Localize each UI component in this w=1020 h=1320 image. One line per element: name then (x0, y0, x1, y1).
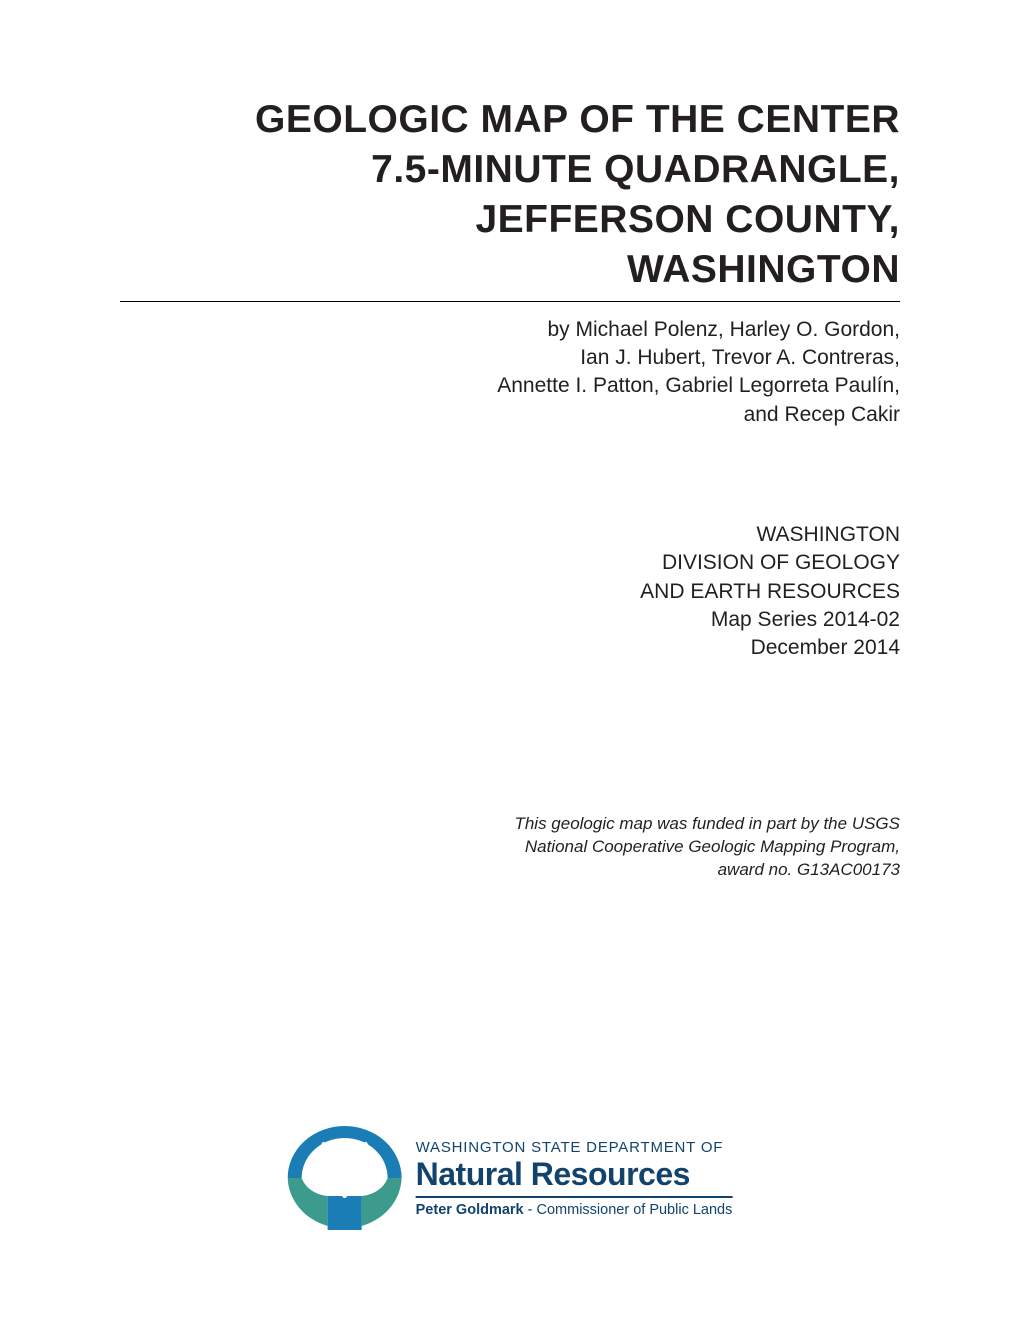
author-line: by Michael Polenz, Harley O. Gordon, (120, 316, 900, 344)
org-line: December 2014 (120, 634, 900, 662)
logo-title: Natural Resources (416, 1158, 733, 1190)
author-line: Ian J. Hubert, Trevor A. Contreras, (120, 344, 900, 372)
dnr-logo-icon (288, 1126, 402, 1230)
org-line: AND EARTH RESOURCES (120, 578, 900, 606)
organization-block: WASHINGTON DIVISION OF GEOLOGY AND EARTH… (120, 521, 900, 663)
logo-overline: WASHINGTON STATE DEPARTMENT OF (416, 1139, 733, 1156)
title-block: GEOLOGIC MAP OF THE CENTER 7.5-MINUTE QU… (120, 95, 900, 302)
org-line: Map Series 2014-02 (120, 606, 900, 634)
title-line-4: WASHINGTON (120, 245, 900, 295)
commissioner-name: Peter Goldmark (416, 1202, 524, 1218)
author-line: and Recep Cakir (120, 401, 900, 429)
logo-divider (416, 1196, 733, 1198)
funding-line: This geologic map was funded in part by … (120, 813, 900, 836)
document-page: GEOLOGIC MAP OF THE CENTER 7.5-MINUTE QU… (0, 0, 1020, 1320)
funding-line: National Cooperative Geologic Mapping Pr… (120, 836, 900, 859)
authors-block: by Michael Polenz, Harley O. Gordon, Ian… (120, 316, 900, 429)
logo-commissioner: Peter Goldmark - Commissioner of Public … (416, 1202, 733, 1218)
funding-line: award no. G13AC00173 (120, 859, 900, 882)
title-line-3: JEFFERSON COUNTY, (120, 195, 900, 245)
title-line-1: GEOLOGIC MAP OF THE CENTER (120, 95, 900, 145)
commissioner-title: - Commissioner of Public Lands (524, 1202, 733, 1218)
org-line: WASHINGTON (120, 521, 900, 549)
author-line: Annette I. Patton, Gabriel Legorreta Pau… (120, 372, 900, 400)
org-line: DIVISION OF GEOLOGY (120, 549, 900, 577)
funding-block: This geologic map was funded in part by … (120, 813, 900, 882)
dnr-logo-block: WASHINGTON STATE DEPARTMENT OF Natural R… (288, 1126, 733, 1230)
title-line-2: 7.5-MINUTE QUADRANGLE, (120, 145, 900, 195)
dnr-logo-text: WASHINGTON STATE DEPARTMENT OF Natural R… (416, 1139, 733, 1218)
